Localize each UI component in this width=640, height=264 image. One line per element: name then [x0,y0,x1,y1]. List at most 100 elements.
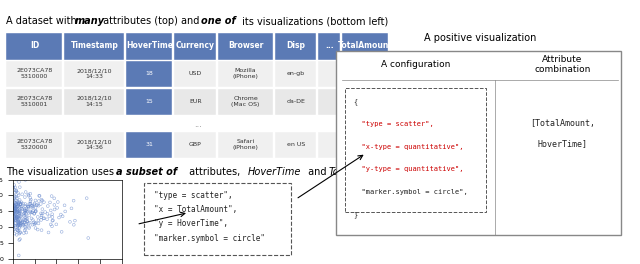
Point [12,216,22,220]
Point [10,185,20,190]
FancyBboxPatch shape [6,33,62,60]
Point [8,211,19,215]
FancyBboxPatch shape [275,33,316,60]
Point [10,224,20,228]
Point [36,218,46,222]
Point [36,213,47,217]
Text: EUR: EUR [189,99,202,104]
Point [10,195,20,199]
Point [15,237,25,241]
Point [23,204,33,209]
Point [13,221,23,225]
Point [15,202,26,206]
Point [49,203,60,207]
Point [10,206,20,210]
Point [12,196,22,200]
Point [13,253,24,258]
Point [8,218,19,223]
Point [29,201,40,205]
Text: ID: ID [30,41,39,50]
Text: 2E073CA78
5320000: 2E073CA78 5320000 [16,139,52,150]
Point [36,202,46,206]
Point [8,211,19,215]
Point [56,230,67,234]
Point [36,197,47,202]
Point [8,215,19,219]
Point [12,216,22,220]
Point [51,222,61,227]
Point [15,215,26,219]
Point [10,214,20,218]
Point [27,210,37,215]
Point [21,218,31,222]
Point [14,220,24,225]
Point [22,219,33,223]
Point [13,204,24,208]
Point [36,211,46,215]
Point [45,200,55,205]
Point [19,223,29,227]
Text: en US: en US [287,142,305,147]
Point [21,230,31,235]
Point [29,220,39,224]
Point [8,199,19,203]
Point [30,221,40,225]
Point [49,208,60,212]
Point [33,215,43,219]
Point [10,206,20,211]
Text: A positive visualization: A positive visualization [424,34,536,44]
Point [14,214,24,218]
Point [52,200,63,204]
Point [10,217,20,221]
Point [13,193,24,197]
Point [11,188,21,193]
Point [14,232,24,236]
Text: "x = TotalAmount",: "x = TotalAmount", [154,205,237,214]
Point [10,232,20,236]
Point [10,206,20,211]
Point [8,211,18,215]
Point [10,204,20,208]
Point [31,221,41,225]
Point [68,223,79,227]
Text: Safari
(iPhone): Safari (iPhone) [233,139,259,150]
FancyBboxPatch shape [174,89,216,115]
Point [11,216,21,220]
Point [25,220,35,225]
FancyBboxPatch shape [64,33,124,60]
Point [15,230,26,234]
Point [67,206,77,210]
Point [11,218,21,222]
Point [15,210,25,214]
Text: 97: 97 [362,99,370,104]
Point [13,215,23,219]
Point [33,228,43,232]
Text: ...: ... [325,41,334,50]
Point [24,225,34,229]
Point [70,219,80,223]
Point [28,204,38,209]
FancyBboxPatch shape [64,89,124,115]
Point [12,211,22,215]
Point [10,201,20,205]
Point [15,203,26,207]
Text: A dataset with: A dataset with [6,16,80,26]
Point [15,210,25,214]
Text: 2E073CA78
5310001: 2E073CA78 5310001 [16,96,52,107]
Point [12,188,22,192]
Point [12,199,22,203]
Point [13,201,24,205]
Point [12,207,22,211]
Point [40,210,51,214]
Text: "marker.symbol = circle": "marker.symbol = circle" [154,234,264,243]
Point [20,220,30,225]
Point [26,201,36,206]
Text: attributes (top) and: attributes (top) and [100,16,203,26]
Point [8,208,19,213]
Point [20,204,30,209]
FancyBboxPatch shape [342,61,388,87]
Point [12,205,22,209]
Point [9,204,19,209]
FancyBboxPatch shape [318,132,340,158]
Point [10,204,20,208]
